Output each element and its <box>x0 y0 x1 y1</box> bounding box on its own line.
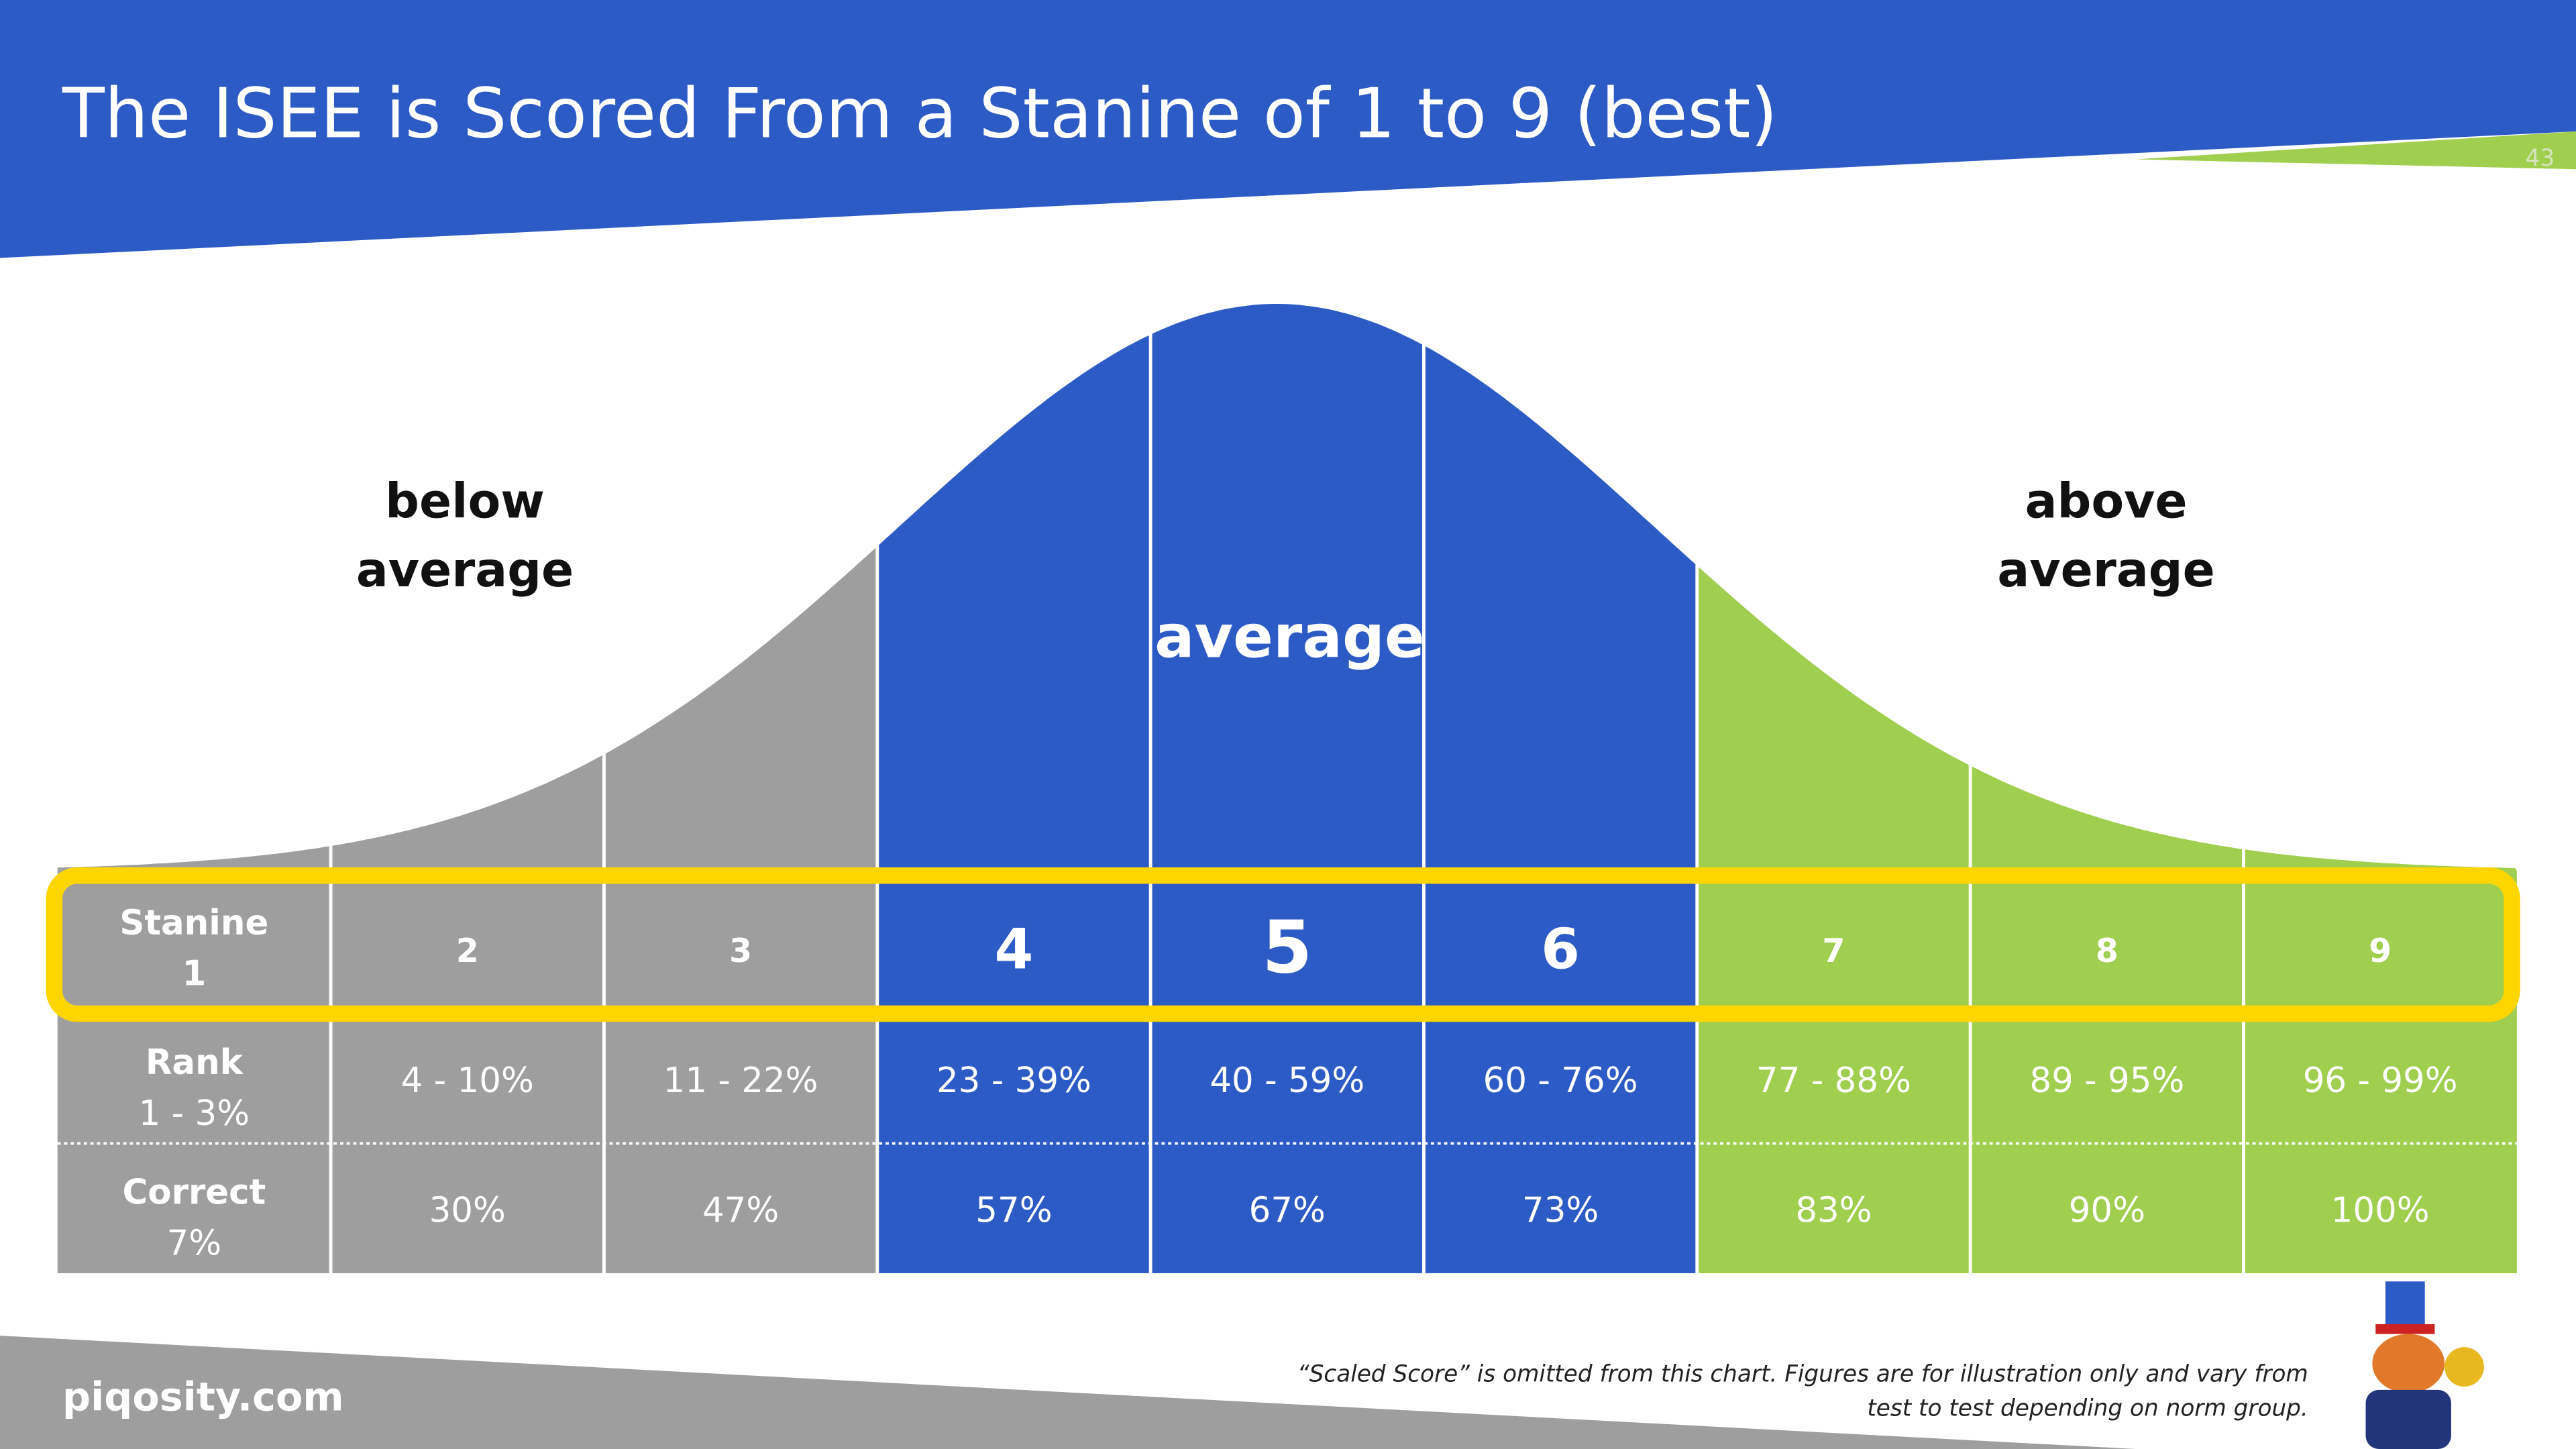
column <box>2243 870 2517 1273</box>
cell: 8 <box>2096 932 2118 970</box>
cell: 2 <box>456 932 479 970</box>
cell: 30% <box>429 1190 506 1230</box>
cell: 83% <box>1795 1190 1872 1230</box>
below-label: average <box>356 542 574 598</box>
curve-segment <box>1697 304 1971 871</box>
above-label: average <box>1997 542 2214 598</box>
mascot <box>2365 1281 2484 1449</box>
cell: 6 <box>1541 916 1580 981</box>
cell: 4 <box>994 916 1033 981</box>
page-number: 43 <box>2526 145 2555 172</box>
below-label: below <box>385 473 545 529</box>
cell: 73% <box>1522 1190 1599 1230</box>
cell: 57% <box>975 1190 1052 1230</box>
slide-title: The ISEE is Scored From a Stanine of 1 t… <box>62 74 1778 154</box>
site-name: piqosity.com <box>62 1374 344 1420</box>
cell: 7 <box>1822 932 1845 970</box>
row-header: Correct <box>123 1172 266 1212</box>
column <box>331 870 604 1273</box>
cell: 40 - 59% <box>1210 1061 1364 1101</box>
cell: 100% <box>2331 1190 2430 1230</box>
cell: 5 <box>1262 906 1312 990</box>
curve-segment <box>1424 304 1697 871</box>
row-header: Stanine <box>119 903 268 943</box>
table: Stanine 1 2 3 4 5 6 7 8 9 Rank 1 - 3% 4 - 10% 11 - 22… <box>57 870 2517 1273</box>
above-label: above <box>2025 473 2188 529</box>
curve-segment <box>604 304 877 871</box>
row-header: Rank <box>146 1042 244 1083</box>
column <box>1697 870 1971 1273</box>
cell: 23 - 39% <box>936 1061 1091 1101</box>
column <box>877 870 1151 1273</box>
average-label: average <box>1155 602 1425 672</box>
cell: 96 - 99% <box>2303 1061 2458 1101</box>
curve-segment <box>1150 304 1424 871</box>
cell: 1 <box>182 954 206 994</box>
cell: 60 - 76% <box>1483 1061 1638 1101</box>
cell: 7% <box>167 1223 222 1263</box>
footer-band <box>0 1336 2136 1449</box>
column <box>1150 870 1424 1273</box>
stanine-highlight <box>46 867 2520 1022</box>
cell: 77 - 88% <box>1756 1061 1911 1101</box>
cell: 47% <box>702 1190 779 1230</box>
cell: 89 - 95% <box>2029 1061 2184 1101</box>
curve-segment <box>877 304 1151 871</box>
footnote: “Scaled Score” is omitted from this char… <box>1297 1360 2308 1387</box>
column <box>1970 870 2244 1273</box>
footnote: test to test depending on norm group. <box>1867 1395 2308 1422</box>
column <box>57 870 331 1273</box>
header-band <box>0 0 2576 258</box>
cell: 90% <box>2069 1190 2145 1230</box>
curve-segment <box>2243 304 2517 871</box>
cell: 3 <box>729 932 752 970</box>
column <box>604 870 877 1273</box>
column <box>1424 870 1697 1273</box>
cell: 9 <box>2369 932 2392 970</box>
curve-segment <box>57 304 331 871</box>
cell: 67% <box>1249 1190 1326 1230</box>
cell: 4 - 10% <box>401 1061 534 1101</box>
cell: 1 - 3% <box>139 1093 250 1134</box>
header-accent <box>2135 131 2576 170</box>
cell: 11 - 22% <box>663 1061 818 1101</box>
